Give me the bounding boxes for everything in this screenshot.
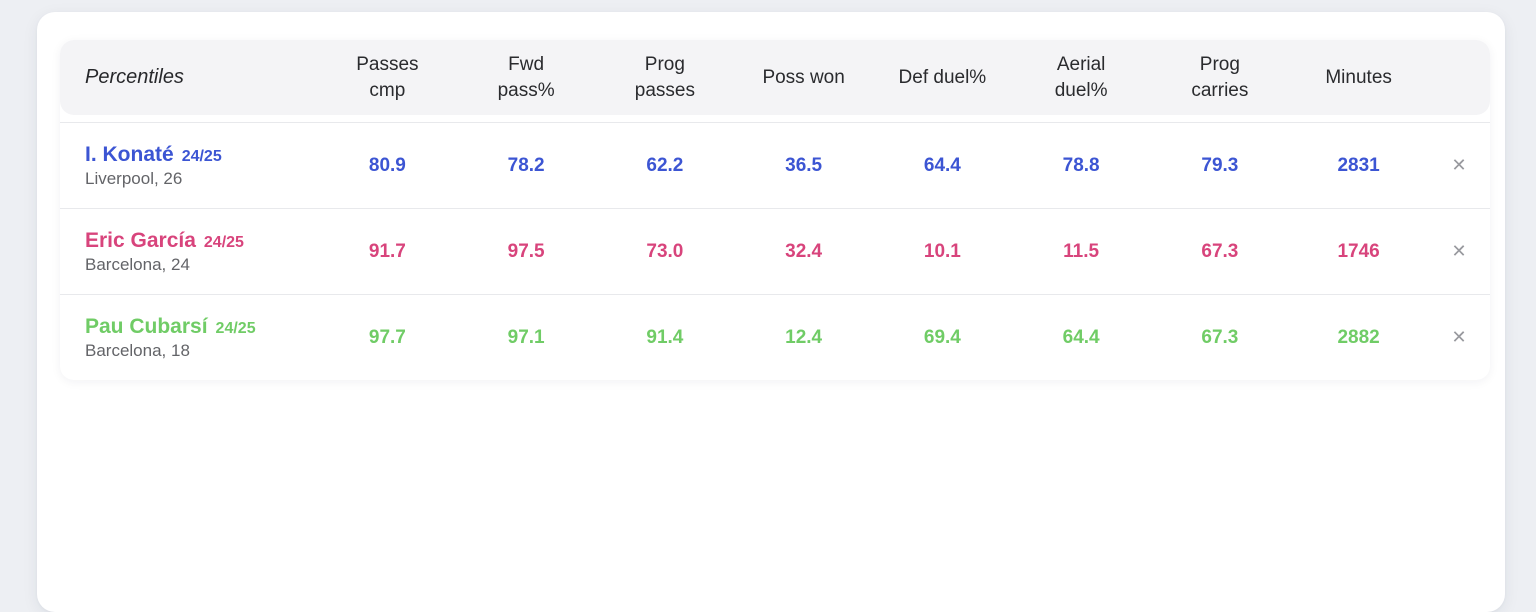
stat-poss-won: 12.4: [785, 326, 823, 348]
stat-passes-cmp: 97.7: [368, 326, 406, 348]
stat-passes-cmp: 91.7: [368, 240, 406, 262]
stat-prog-passes: 73.0: [646, 240, 684, 262]
stat-passes-cmp: 80.9: [368, 154, 406, 176]
column-header-minutes: Minutes: [1325, 66, 1392, 88]
table-header-row: Percentiles Passes cmp Fwd pass% Prog pa…: [60, 40, 1490, 115]
player-row-garcia: Eric García 24/25 Barcelona, 24 91.7 97.…: [60, 208, 1490, 294]
remove-player-icon[interactable]: ✕: [1428, 149, 1490, 182]
percentiles-header: Percentiles: [85, 66, 184, 88]
percentiles-table: Percentiles Passes cmp Fwd pass% Prog pa…: [60, 40, 1490, 380]
player-name: I. Konaté: [85, 142, 174, 166]
season-tag: 24/25: [215, 319, 256, 337]
column-header-fwd-pass: Fwd pass%: [497, 53, 555, 101]
rows-spacer: [60, 115, 1490, 122]
stat-prog-carries: 67.3: [1201, 240, 1239, 262]
season-tag: 24/25: [181, 147, 222, 165]
remove-player-icon[interactable]: ✕: [1428, 321, 1490, 354]
stat-minutes: 1746: [1337, 240, 1380, 262]
stat-fwd-pass: 97.5: [507, 240, 545, 262]
stat-prog-carries: 67.3: [1201, 326, 1239, 348]
stat-aerial-duel: 78.8: [1062, 154, 1100, 176]
comparison-card: Percentiles Passes cmp Fwd pass% Prog pa…: [37, 12, 1505, 612]
stat-fwd-pass: 78.2: [507, 154, 545, 176]
column-header-poss-won: Poss won: [762, 66, 845, 88]
stat-prog-passes: 62.2: [646, 154, 684, 176]
stat-poss-won: 32.4: [785, 240, 823, 262]
stat-poss-won: 36.5: [785, 154, 823, 176]
column-header-prog-carries: Prog carries: [1191, 53, 1249, 101]
stat-minutes: 2882: [1337, 326, 1380, 348]
player-row-cubarsi: Pau Cubarsí 24/25 Barcelona, 18 97.7 97.…: [60, 294, 1490, 380]
stat-aerial-duel: 64.4: [1062, 326, 1100, 348]
column-header-def-duel: Def duel%: [898, 66, 987, 88]
stat-def-duel: 64.4: [923, 154, 961, 176]
club-age-label: Barcelona, 24: [85, 254, 190, 274]
stat-prog-carries: 79.3: [1201, 154, 1239, 176]
player-row-konate: I. Konaté 24/25 Liverpool, 26 80.9 78.2 …: [60, 122, 1490, 208]
club-age-label: Liverpool, 26: [85, 168, 183, 188]
column-header-aerial-duel: Aerial duel%: [1054, 53, 1108, 101]
stat-prog-passes: 91.4: [646, 326, 684, 348]
stat-def-duel: 69.4: [923, 326, 961, 348]
stat-def-duel: 10.1: [923, 240, 961, 262]
stat-aerial-duel: 11.5: [1063, 240, 1100, 262]
season-tag: 24/25: [203, 233, 244, 251]
remove-player-icon[interactable]: ✕: [1428, 235, 1490, 268]
player-name: Pau Cubarsí: [85, 314, 208, 338]
player-cell: Eric García 24/25 Barcelona, 24: [60, 229, 318, 275]
player-cell: Pau Cubarsí 24/25 Barcelona, 18: [60, 315, 318, 361]
player-name: Eric García: [85, 228, 196, 252]
stat-minutes: 2831: [1337, 154, 1380, 176]
player-cell: I. Konaté 24/25 Liverpool, 26: [60, 143, 318, 189]
column-header-prog-passes: Prog passes: [634, 53, 695, 101]
column-header-passes-cmp: Passes cmp: [356, 53, 419, 101]
stat-fwd-pass: 97.1: [507, 326, 545, 348]
club-age-label: Barcelona, 18: [85, 340, 190, 360]
